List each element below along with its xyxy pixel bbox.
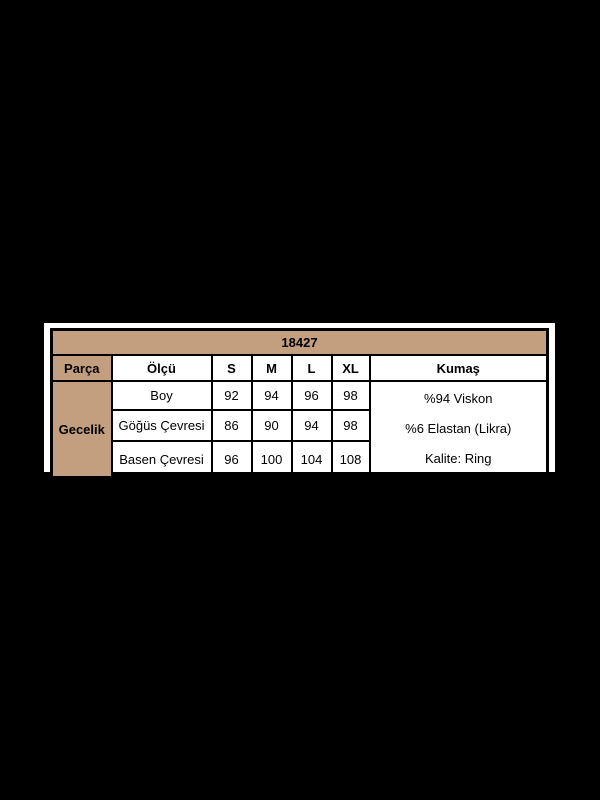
fabric-line-elastan: %6 Elastan (Likra) [405,421,512,436]
header-row: Parça Ölçü S M L XL Kumaş [50,354,549,382]
value-basen-s: 96 [210,440,253,479]
value-gogus-l: 94 [290,409,333,442]
col-header-l: L [290,354,333,382]
value-boy-xl: 98 [330,380,371,411]
fabric-line-viskon: %94 Viskon [424,391,493,406]
value-basen-l: 104 [290,440,333,479]
title-row: 18427 [50,328,549,356]
part-cell: Gecelik [50,380,113,479]
value-gogus-m: 90 [250,409,293,442]
size-table: 18427 Parça Ölçü S M L XL Kumaş Gecelik … [50,328,549,479]
col-header-xl: XL [330,354,371,382]
value-boy-s: 92 [210,380,253,411]
fabric-line-kalite: Kalite: Ring [425,451,492,466]
table-row: Gecelik Boy 92 94 96 98 %94 Viskon %6 El… [50,380,549,479]
table-row: Göğüs Çevresi 86 90 94 98 [52,409,548,442]
col-header-kumas: Kumaş [368,354,549,382]
value-boy-l: 96 [290,380,333,411]
product-code: 18427 [50,328,549,356]
col-header-s: S [210,354,253,382]
col-header-olcu: Ölçü [110,354,213,382]
value-basen-m: 100 [250,440,293,479]
value-gogus-s: 86 [210,409,253,442]
size-chart-sheet: 18427 Parça Ölçü S M L XL Kumaş Gecelik … [44,323,555,479]
value-basen-xl: 108 [330,440,371,479]
fabric-cell: %94 Viskon %6 Elastan (Likra) Kalite: Ri… [368,380,549,479]
col-header-m: M [250,354,293,382]
measure-label-boy: Boy [110,380,213,411]
measure-label-basen: Basen Çevresi [110,440,213,479]
value-boy-m: 94 [250,380,293,411]
measure-label-gogus: Göğüs Çevresi [110,409,213,442]
value-gogus-xl: 98 [330,409,371,442]
table-row: Basen Çevresi 96 100 104 108 [52,440,548,479]
col-header-parca: Parça [50,354,113,382]
